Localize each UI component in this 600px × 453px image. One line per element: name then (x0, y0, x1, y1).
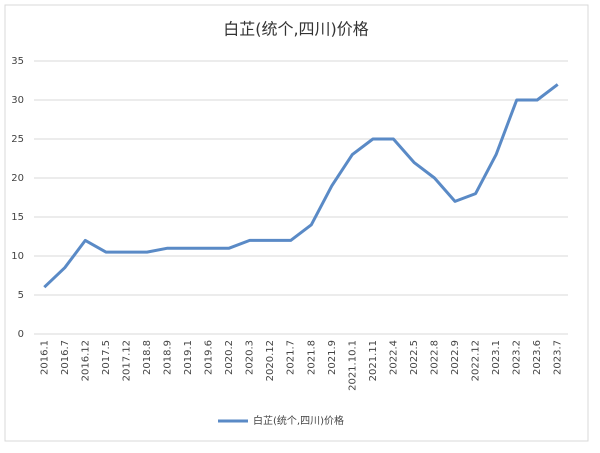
x-tick-label: 2018.9 (163, 340, 174, 375)
line (43, 83, 559, 289)
y-tick-label: 15 (11, 212, 24, 223)
x-tick-label: 2017.12 (121, 340, 132, 381)
x-tick-label: 2022.4 (388, 340, 399, 375)
x-tick-label: 2021.11 (368, 340, 379, 381)
y-tick-label: 10 (11, 251, 24, 262)
x-tick-label: 2021.9 (327, 340, 338, 375)
x-tick-label: 2020.2 (224, 340, 235, 375)
x-tick-label: 2022.12 (471, 340, 482, 381)
x-tick-label: 2021.7 (286, 340, 297, 375)
x-tick-label: 2023.2 (512, 340, 523, 375)
x-tick-label: 2020.3 (245, 340, 256, 375)
x-tick-label: 2019.6 (204, 340, 215, 375)
x-tick-label: 2016.7 (60, 340, 71, 375)
chart-frame (4, 4, 589, 442)
x-tick-label: 2018.8 (142, 340, 153, 375)
x-tick-label: 2019.1 (183, 340, 194, 375)
y-tick-label: 25 (11, 134, 24, 145)
x-tick-label: 2023.1 (491, 340, 502, 375)
y-tick-label: 20 (11, 173, 24, 184)
x-tick-label: 2023.6 (532, 340, 543, 375)
x-tick-label: 2022.8 (430, 340, 441, 375)
x-tick-label: 2017.5 (101, 340, 112, 375)
x-tick-label: 2020.12 (265, 340, 276, 381)
x-tick-label: 2016.1 (39, 340, 50, 375)
legend-label: 白芷(统个,四川)价格 (253, 414, 344, 427)
x-tick-label: 2022.5 (409, 340, 420, 375)
y-tick-label: 0 (18, 329, 24, 340)
x-tick-label: 2021.8 (306, 340, 317, 375)
chart-title: 白芷(统个,四川)价格 (223, 20, 369, 39)
x-tick-label: 2016.12 (80, 340, 91, 381)
y-tick-label: 30 (11, 95, 24, 106)
y-tick-label: 5 (18, 290, 24, 301)
y-tick-label: 35 (11, 56, 24, 67)
x-tick-label: 2022.9 (450, 340, 461, 375)
x-tick-label: 2021.10.1 (347, 340, 358, 391)
x-tick-label: 2023.7 (553, 340, 564, 375)
